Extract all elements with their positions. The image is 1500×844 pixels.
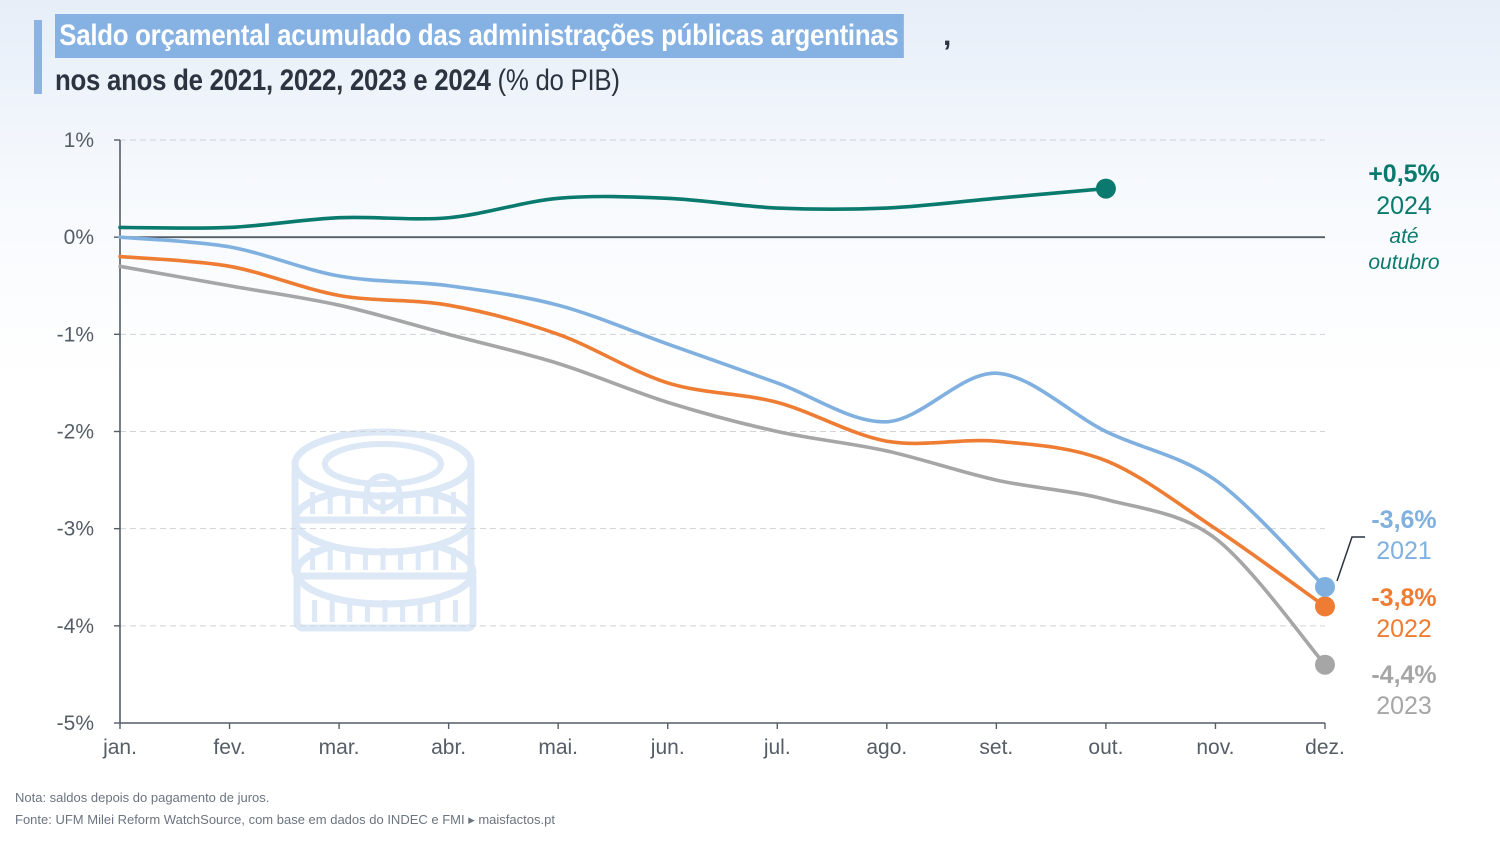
title-accent-bar: [34, 20, 42, 94]
y-tick-labels: 1% 0% -1% -2% -3% -4% -5%: [57, 129, 94, 735]
x-tick-label: set.: [979, 736, 1013, 759]
series-endpoint-2024: [1095, 178, 1116, 199]
chart-subtitle: nos anos de 2021, 2022, 2023 e 2024 (% d…: [55, 60, 620, 102]
series-line-2021: [118, 235, 1327, 589]
axes: [114, 139, 1326, 729]
label-value-2024: +0,5%: [1368, 160, 1440, 188]
x-tick-label: nov.: [1196, 736, 1234, 759]
y-tick-label: -1%: [57, 323, 94, 346]
x-tick-label: abr.: [431, 736, 466, 759]
label-value-2023: -4,4%: [1371, 661, 1436, 689]
x-tick-label: dez.: [1305, 736, 1345, 759]
x-tick-label: jan.: [102, 736, 137, 759]
x-tick-label: out.: [1088, 736, 1123, 759]
subtitle-years: nos anos de 2021, 2022, 2023 e 2024: [55, 64, 491, 97]
title-comma: ,: [943, 19, 952, 52]
x-tick-label: ago.: [866, 736, 907, 759]
source-note: Fonte: UFM Milei Reform WatchSource, com…: [15, 812, 555, 827]
y-tick-label: -4%: [57, 615, 94, 638]
chart-title: Saldo orçamental acumulado das administr…: [55, 14, 904, 58]
subtitle-unit: (% do PIB): [497, 64, 620, 97]
label-year-2022: 2022: [1376, 615, 1432, 643]
coins-icon: [291, 428, 477, 632]
y-tick-label: 0%: [64, 226, 94, 249]
x-tick-labels: jan. fev. mar. abr. mai. jun. jul. ago. set. out.…: [102, 736, 1345, 759]
series-line-2024: [118, 186, 1108, 230]
label-year-2023: 2023: [1376, 692, 1432, 720]
series-endpoint-2023: [1315, 654, 1335, 675]
y-tick-label: 1%: [64, 129, 94, 152]
series-endpoint-2022: [1315, 596, 1335, 617]
series-line-2022: [118, 254, 1327, 609]
series-lines: [118, 178, 1335, 675]
y-tick-label: -2%: [57, 421, 94, 444]
footnote: Nota: saldos depois do pagamento de juro…: [15, 790, 270, 805]
coin-inner-ring: [322, 441, 444, 487]
coin-symbol: [364, 473, 402, 511]
y-tick-label: -5%: [57, 712, 94, 735]
label-note-2024-line1: até: [1389, 225, 1418, 248]
series-endpoint-2021: [1315, 576, 1335, 597]
x-tick-label: fev.: [213, 736, 245, 759]
label-value-2021: -3,6%: [1371, 506, 1436, 534]
label-year-2024: 2024: [1376, 192, 1432, 220]
leader-line-2021: [1336, 536, 1365, 582]
label-year-2021: 2021: [1376, 537, 1432, 565]
grid-lines: [120, 139, 1325, 627]
x-tick-label: jul.: [763, 736, 791, 759]
x-tick-label: jun.: [650, 736, 685, 759]
y-tick-label: -3%: [57, 518, 94, 541]
x-tick-label: mai.: [538, 736, 578, 759]
series-line-2023: [118, 264, 1327, 667]
label-value-2022: -3,8%: [1371, 584, 1436, 612]
series-end-labels: +0,5% 2024 até outubro -3,6% 2021 -3,8% 2022 -4,…: [1336, 160, 1440, 720]
label-note-2024-line2: outubro: [1368, 251, 1440, 274]
x-tick-label: mar.: [319, 736, 360, 759]
